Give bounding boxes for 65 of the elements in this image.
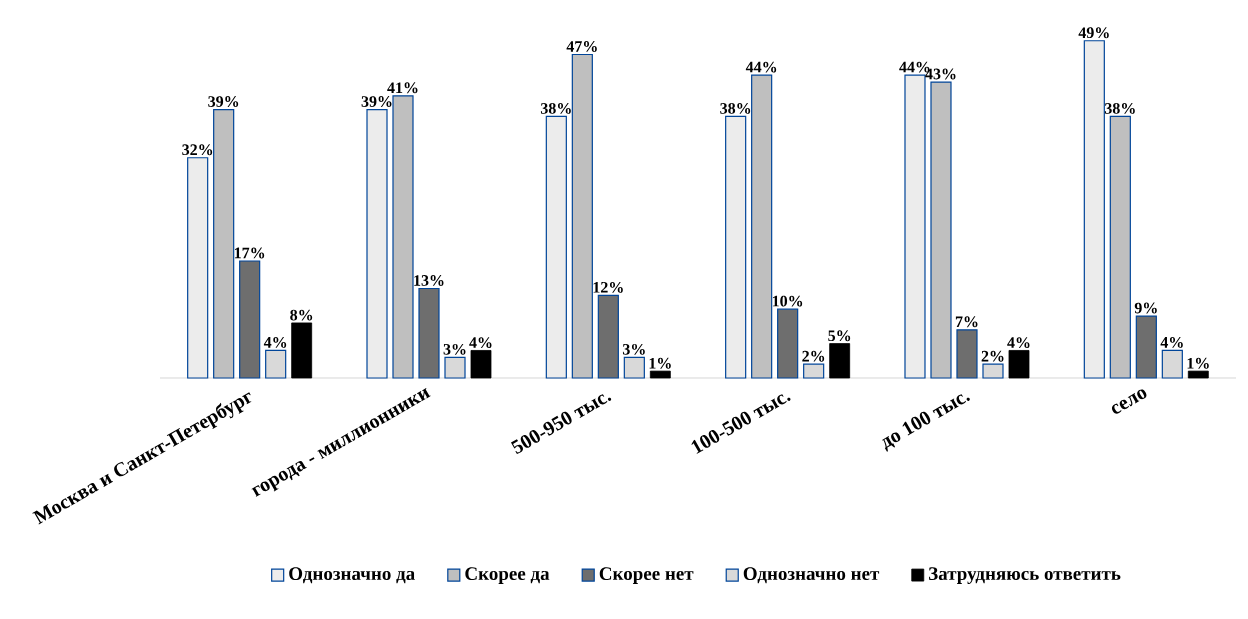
- data-label: 5%: [828, 330, 851, 342]
- x-tick-label: село: [1111, 389, 1147, 414]
- data-label: 3%: [622, 343, 645, 355]
- data-label: 8%: [290, 309, 313, 321]
- bar: [213, 108, 235, 379]
- data-label: 39%: [361, 96, 392, 107]
- bar: [470, 350, 492, 379]
- bar: [1161, 349, 1183, 379]
- data-label: 2%: [981, 350, 1004, 362]
- bar: [777, 308, 799, 379]
- data-label: 41%: [387, 82, 418, 94]
- bar: [418, 287, 440, 379]
- legend-label: Однозначно да: [289, 567, 415, 584]
- data-label: 12%: [593, 281, 623, 293]
- bar: [1008, 350, 1030, 379]
- data-label: 47%: [566, 41, 597, 52]
- bar: [545, 115, 567, 379]
- legend-label: Скорее нет: [599, 567, 694, 584]
- data-label: 4%: [1160, 337, 1183, 348]
- bar: [571, 53, 593, 379]
- bar: [956, 329, 978, 379]
- bar: [751, 74, 773, 379]
- bar: [1083, 40, 1105, 379]
- legend-label: Однозначно нет: [743, 567, 880, 584]
- bar: [623, 356, 645, 379]
- bar: [1187, 370, 1209, 379]
- bar: [392, 95, 414, 379]
- bar: [1109, 115, 1131, 379]
- bar: [930, 81, 952, 379]
- data-label: 13%: [414, 275, 444, 286]
- data-label: 10%: [772, 295, 803, 307]
- bar: [187, 157, 209, 379]
- data-label: 4%: [469, 337, 492, 349]
- bar: [649, 370, 671, 379]
- bar: [366, 108, 388, 379]
- data-label: 32%: [182, 144, 213, 156]
- data-label: 38%: [540, 103, 571, 114]
- data-label: 39%: [208, 96, 239, 107]
- bar: [725, 115, 747, 379]
- bar: [803, 363, 825, 379]
- data-label: 1%: [1187, 357, 1209, 369]
- bar: [444, 356, 466, 379]
- legend-label: Затрудняюсь ответить: [929, 567, 1121, 584]
- data-label: 2%: [802, 350, 825, 362]
- data-label: 1%: [649, 357, 671, 369]
- data-label: 38%: [1104, 103, 1135, 114]
- x-tick-label: до 100 тыс.: [882, 394, 970, 452]
- bar: [291, 322, 313, 379]
- bar: [982, 363, 1004, 379]
- data-label: 7%: [955, 316, 978, 328]
- data-label: 9%: [1134, 302, 1157, 314]
- bar: [904, 74, 926, 379]
- data-label: 4%: [1007, 337, 1030, 349]
- data-label: 17%: [234, 247, 265, 259]
- bar: [1135, 315, 1157, 379]
- data-label: 3%: [443, 343, 466, 355]
- data-label: 38%: [720, 103, 751, 114]
- data-label: 49%: [1078, 27, 1109, 39]
- bar: [829, 343, 851, 379]
- data-label: 44%: [745, 61, 777, 73]
- legend-label: Скорее да: [465, 567, 550, 584]
- bar: [239, 260, 261, 379]
- bar: [597, 294, 619, 379]
- bar: [265, 349, 287, 379]
- data-label: 4%: [263, 337, 287, 348]
